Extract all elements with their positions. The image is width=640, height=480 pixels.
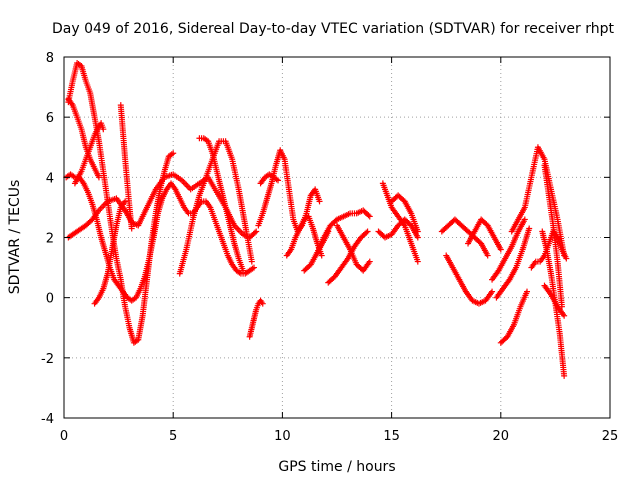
data-point: [170, 150, 177, 157]
x-tick-label: 15: [383, 429, 400, 444]
series-arc-i: [196, 135, 247, 274]
series-arc-h: [176, 138, 255, 277]
x-tick-label: 0: [60, 429, 68, 444]
data-point: [524, 288, 531, 295]
data-point: [248, 258, 255, 265]
series-arc-q: [334, 222, 373, 274]
x-tick-label: 5: [169, 429, 177, 444]
series-arc-m: [283, 213, 325, 259]
y-tick-label: 6: [46, 111, 54, 126]
y-tick-label: 2: [46, 232, 54, 247]
y-tick-label: 4: [46, 171, 54, 186]
data-point: [316, 198, 323, 205]
series-arc-e: [71, 120, 107, 187]
series-arc-t: [388, 192, 421, 235]
axis-ticks: 0 5 10 15 20 25 -4 -2 0 2 4 6 8: [41, 51, 618, 444]
data-point: [563, 255, 570, 262]
series-arc-ee: [541, 282, 568, 319]
data-point: [251, 229, 258, 236]
series-arc-p: [325, 228, 371, 286]
series-arc-x: [489, 216, 528, 283]
series-arc-s: [379, 180, 421, 265]
data-point: [259, 300, 266, 307]
data-point: [100, 126, 107, 133]
data-point: [363, 229, 370, 236]
series-arc-v: [443, 252, 496, 307]
data-point: [561, 312, 568, 319]
series-arc-g: [117, 102, 135, 232]
data-point: [240, 267, 247, 274]
data-point: [414, 258, 421, 265]
x-axis-title: GPS time / hours: [278, 459, 395, 475]
data-point: [275, 177, 282, 184]
data-point: [365, 212, 372, 219]
x-tick-label: 25: [602, 429, 619, 444]
data-point: [366, 258, 373, 265]
data-point: [128, 225, 135, 232]
series-arc-k: [255, 147, 323, 235]
data-point: [251, 264, 258, 271]
series-arc-dd: [541, 162, 565, 310]
data-point: [414, 228, 421, 235]
series-arc-c: [63, 171, 258, 304]
data-point: [526, 225, 533, 232]
y-tick-label: 0: [46, 292, 54, 307]
data-point: [484, 252, 491, 259]
series-arc-z: [493, 225, 533, 301]
y-axis-title: SDTVAR / TECUs: [7, 180, 23, 295]
data-point: [364, 228, 371, 235]
series-arc-w: [465, 216, 504, 253]
series-arc-u: [438, 216, 491, 259]
chart-title: Day 049 of 2016, Sidereal Day-to-day VTE…: [52, 21, 614, 37]
data-point: [95, 174, 102, 181]
data-point: [497, 246, 504, 253]
data-point: [521, 216, 528, 223]
data-point: [366, 213, 373, 220]
x-tick-label: 10: [274, 429, 291, 444]
data-point: [253, 228, 260, 235]
series-arc-f: [91, 198, 129, 307]
series-arc-l: [257, 171, 282, 187]
data-point: [489, 288, 496, 295]
data-point: [318, 252, 325, 259]
x-tick-label: 20: [493, 429, 510, 444]
data-point: [414, 234, 421, 241]
series-arc-y: [497, 288, 531, 346]
data-marks: [63, 60, 570, 379]
grid: [64, 57, 610, 418]
y-tick-label: -2: [41, 352, 54, 367]
series-arc-j: [246, 297, 266, 340]
y-tick-label: 8: [46, 51, 54, 66]
y-tick-label: -4: [41, 412, 54, 427]
series-arc-o: [314, 207, 373, 256]
data-point: [561, 372, 568, 379]
